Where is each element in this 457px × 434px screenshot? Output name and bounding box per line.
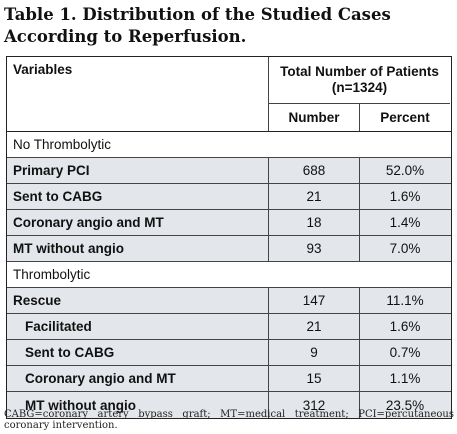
table-row: MT without angio 93 7.0%: [7, 236, 451, 262]
table-row: MT without angio 312 23.5%: [7, 392, 451, 418]
section-row: No Thrombolytic: [7, 132, 451, 158]
row-name: Sent to CABG: [7, 340, 269, 365]
header-percent: Percent: [380, 110, 430, 126]
table-row: Facilitated 21 1.6%: [7, 314, 451, 340]
row-number: 15: [269, 366, 360, 391]
table-row: Coronary angio and MT 15 1.1%: [7, 366, 451, 392]
table-row: Sent to CABG 9 0.7%: [7, 340, 451, 366]
row-percent: 23.5%: [385, 397, 425, 413]
row-name: Coronary angio and MT: [7, 366, 269, 391]
table-row: Sent to CABG 21 1.6%: [7, 184, 451, 210]
section-label: No Thrombolytic: [13, 137, 112, 152]
row-number: 9: [269, 340, 360, 365]
row-name: Rescue: [7, 288, 269, 313]
table-footnote: CABG=coronary artery bypass graft; MT=me…: [4, 409, 454, 431]
reperfusion-table: Variables Total Number of Patients (n=13…: [6, 56, 452, 419]
table-row: Primary PCI 688 52.0%: [7, 158, 451, 184]
row-number: 18: [269, 210, 360, 235]
row-percent: 1.6%: [389, 319, 421, 334]
header-variables: Variables: [7, 57, 269, 131]
header-number: Number: [269, 104, 360, 131]
row-percent: 1.1%: [389, 371, 421, 386]
header-total: Total Number of Patients (n=1324): [269, 57, 450, 105]
row-number: 21: [269, 314, 360, 339]
row-name: Facilitated: [7, 314, 269, 339]
header-total-group: Total Number of Patients (n=1324) Number…: [269, 57, 450, 131]
row-name: Primary PCI: [7, 158, 269, 183]
row-name: MT without angio: [7, 236, 269, 261]
section-row: Thrombolytic: [7, 262, 451, 288]
header-total-line2: (n=1324): [331, 80, 388, 96]
table-row: Rescue 147 11.1%: [7, 288, 451, 314]
row-percent: 1.4%: [389, 215, 421, 230]
row-percent: 7.0%: [389, 241, 421, 256]
row-name: Coronary angio and MT: [7, 210, 269, 235]
row-percent: 0.7%: [389, 345, 421, 360]
row-number: 147: [269, 288, 360, 313]
row-number: 312: [269, 392, 360, 418]
header-subcolumns: Number Percent: [269, 104, 450, 131]
row-percent: 1.6%: [389, 189, 421, 204]
table-title: Table 1. Distribution of the Studied Cas…: [4, 5, 391, 46]
section-label: Thrombolytic: [13, 267, 91, 282]
row-number: 688: [269, 158, 360, 183]
row-name: Sent to CABG: [7, 184, 269, 209]
row-number: 93: [269, 236, 360, 261]
table-header: Variables Total Number of Patients (n=13…: [7, 57, 451, 132]
table-row: Coronary angio and MT 18 1.4%: [7, 210, 451, 236]
row-name: MT without angio: [7, 392, 269, 418]
row-percent: 11.1%: [386, 293, 424, 308]
header-total-line1: Total Number of Patients: [280, 64, 439, 80]
row-number: 21: [269, 184, 360, 209]
row-percent: 52.0%: [385, 163, 425, 178]
